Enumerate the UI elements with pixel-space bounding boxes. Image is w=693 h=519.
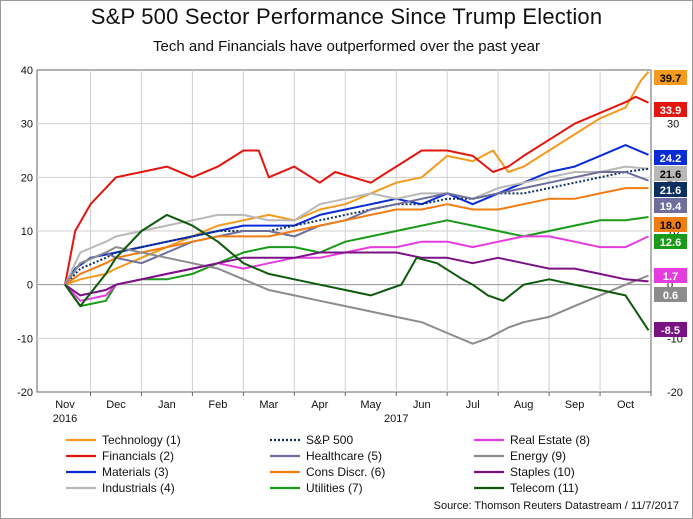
year-label: 2017	[384, 413, 408, 425]
y-tick-left: 40	[21, 65, 33, 77]
series-line	[64, 213, 650, 331]
series-line	[64, 251, 649, 297]
x-tick-label: Aug	[514, 399, 534, 411]
end-label-box	[654, 268, 687, 283]
end-label-box	[654, 70, 687, 85]
end-label-box	[654, 287, 687, 302]
legend-label: Staples (10)	[510, 465, 575, 479]
chart-subtitle: Tech and Financials have outperformed ov…	[153, 38, 540, 55]
end-label-text: 33.9	[660, 105, 681, 117]
end-label-text: 1.7	[663, 271, 678, 283]
end-label-box	[654, 234, 687, 249]
series-line	[64, 187, 649, 286]
end-label-text: 21.6	[660, 169, 681, 181]
chart-title: S&P 500 Sector Performance Since Trump E…	[90, 4, 603, 29]
legend-label: Technology (1)	[102, 433, 181, 447]
y-tick-right: -20	[667, 387, 683, 399]
legend-label: Cons Discr. (6)	[306, 465, 385, 479]
legend-label: Energy (9)	[510, 449, 566, 463]
x-tick-label: Sep	[565, 399, 585, 411]
series-line	[64, 246, 649, 345]
x-tick-label: Nov	[55, 399, 75, 411]
end-label-text: 21.6	[660, 185, 681, 197]
y-tick-left: -10	[17, 333, 33, 345]
end-label-text: -8.5	[661, 325, 680, 337]
end-label-text: 19.4	[660, 201, 682, 213]
end-label-box	[654, 150, 687, 165]
x-tick-label: Jul	[466, 399, 480, 411]
legend-label: Industrials (4)	[102, 481, 175, 495]
source-note: Source: Thomson Reuters Datastream / 11/…	[433, 500, 679, 512]
x-tick-label: Mar	[259, 399, 278, 411]
legend-label: Real Estate (8)	[510, 433, 590, 447]
end-label-box	[654, 322, 687, 337]
y-tick-left: 30	[21, 119, 33, 131]
y-tick-left: 10	[21, 226, 33, 238]
legend-label: S&P 500	[306, 433, 353, 447]
legend-label: Healthcare (5)	[306, 449, 382, 463]
series-line	[64, 167, 649, 286]
series-line	[64, 165, 649, 286]
legend-label: Financials (2)	[102, 449, 174, 463]
y-tick-left: 20	[21, 172, 33, 184]
end-label-text: 12.6	[660, 237, 681, 249]
end-label-text: 0.6	[663, 290, 678, 302]
y-tick-left: 0	[27, 280, 33, 292]
end-label-text: 39.7	[660, 73, 681, 85]
end-label-text: 18.0	[660, 220, 681, 232]
series-line	[64, 95, 649, 285]
y-tick-left: -20	[17, 387, 33, 399]
year-label: 2016	[53, 413, 77, 425]
legend-label: Telecom (11)	[510, 481, 578, 495]
end-label-box	[654, 166, 687, 181]
end-label-box	[654, 182, 687, 197]
y-tick-right: 30	[667, 119, 679, 131]
x-tick-label: Jun	[413, 399, 431, 411]
end-label-box	[654, 198, 687, 213]
end-label-box	[654, 102, 687, 117]
x-tick-label: May	[360, 399, 381, 411]
legend-label: Utilities (7)	[306, 481, 363, 495]
end-label-text: 24.2	[660, 153, 681, 165]
x-tick-label: Feb	[208, 399, 227, 411]
legend-label: Materials (3)	[102, 465, 169, 479]
x-tick-label: Apr	[311, 399, 328, 411]
end-label-box	[654, 217, 687, 232]
x-tick-label: Jan	[158, 399, 176, 411]
y-tick-right: 0	[667, 280, 673, 292]
x-tick-label: Dec	[106, 399, 126, 411]
x-tick-label: Oct	[617, 399, 634, 411]
series-line	[64, 144, 649, 286]
